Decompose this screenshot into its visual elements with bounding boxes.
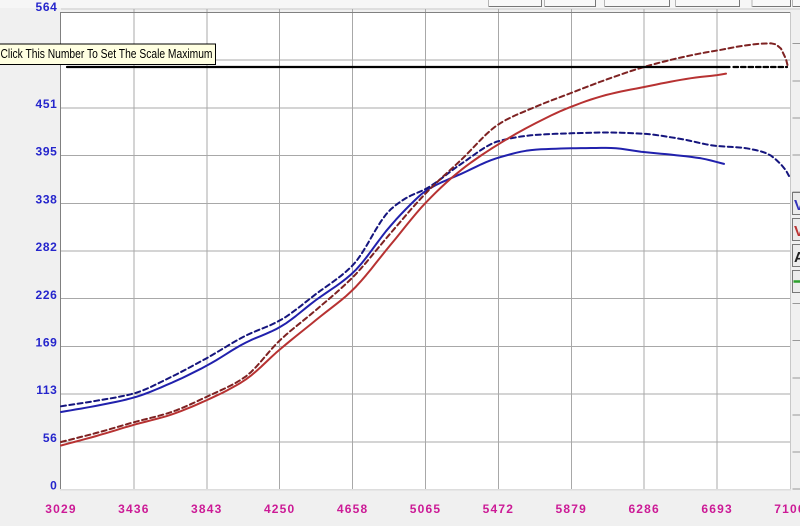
svg-text:3843: 3843 [191,502,223,516]
svg-text:0: 0 [50,479,57,493]
svg-text:6286: 6286 [628,502,660,516]
svg-text:V: V [794,197,800,214]
svg-text:169: 169 [36,336,58,350]
svg-text:7100: 7100 [774,502,800,516]
svg-text:4250: 4250 [264,502,296,516]
svg-text:5879: 5879 [556,502,588,516]
svg-text:113: 113 [36,383,57,397]
svg-text:V: V [794,223,800,240]
svg-text:4658: 4658 [337,502,369,516]
svg-text:6693: 6693 [701,502,733,516]
svg-text:Click This Number To Set The S: Click This Number To Set The Scale Maxim… [1,46,213,61]
svg-text:A: A [794,249,800,266]
svg-text:3029: 3029 [45,502,77,516]
svg-text:451: 451 [36,97,58,111]
svg-text:564: 564 [36,0,58,14]
svg-text:282: 282 [36,240,58,254]
svg-text:5065: 5065 [410,502,442,516]
svg-text:56: 56 [43,431,58,445]
svg-text:5472: 5472 [483,502,515,516]
svg-text:338: 338 [36,192,58,206]
svg-text:395: 395 [36,145,58,159]
svg-text:3436: 3436 [118,502,150,516]
svg-text:226: 226 [36,288,58,302]
